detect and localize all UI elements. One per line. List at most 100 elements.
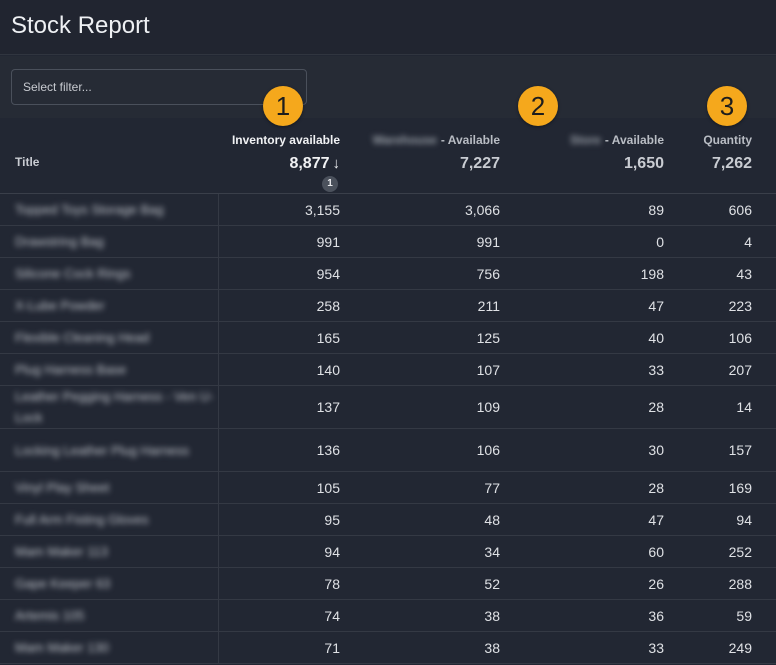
column-header-label: Quantity	[703, 133, 752, 147]
table-row[interactable]: Mam Maker 130 71 38 33 249	[0, 632, 776, 664]
cell-title[interactable]: Mam Maker 130	[0, 632, 219, 663]
cell-location-b-available: 47	[648, 297, 664, 314]
cell-inventory-available: 74	[324, 607, 340, 624]
cell-quantity: 223	[728, 297, 752, 314]
cell-title[interactable]: Leather Pegging Harness - Ven U-Lock	[0, 386, 219, 428]
cell-location-b-available: 60	[648, 543, 664, 560]
product-title: Gape Keeper 63	[15, 576, 111, 591]
column-header-location-a-available[interactable]: Warehouse - Available 7,227	[340, 133, 500, 173]
cell-inventory-available: 3,155	[304, 201, 340, 218]
cell-title[interactable]: Drawstring Bag	[0, 226, 219, 257]
product-title: Topped Toys Storage Bag	[15, 202, 164, 217]
cell-location-b-available: 40	[648, 329, 664, 346]
product-title: Flexible Cleaning Head	[15, 330, 150, 345]
annotation-badge-1: 1	[263, 86, 303, 126]
cell-inventory-available: 105	[316, 479, 340, 496]
column-header-location-b-available[interactable]: Store - Available 1,650	[500, 133, 664, 173]
cell-title[interactable]: Gape Keeper 63	[0, 568, 219, 599]
table-row[interactable]: Flexible Cleaning Head 165 125 40 106	[0, 322, 776, 354]
table-row[interactable]: Plug Harness Base 140 107 33 207	[0, 354, 776, 386]
cell-quantity: 252	[728, 543, 752, 560]
cell-quantity: 157	[728, 442, 752, 458]
cell-inventory-available: 140	[316, 361, 340, 378]
cell-location-a-available: 756	[476, 265, 500, 282]
sort-descending-icon: ↓	[332, 155, 341, 172]
cell-location-a-available: 106	[476, 442, 500, 458]
filter-select[interactable]: Select filter...	[11, 69, 307, 105]
cell-inventory-available: 136	[316, 442, 340, 458]
cell-inventory-available: 991	[316, 233, 340, 250]
product-title: Mam Maker 130	[15, 640, 109, 655]
cell-location-a-available: 52	[484, 575, 500, 592]
cell-location-b-available: 198	[640, 265, 664, 282]
column-header-quantity[interactable]: Quantity 7,262	[664, 133, 752, 173]
column-header-blurred-name: Store	[570, 133, 601, 147]
cell-location-b-available: 36	[648, 607, 664, 624]
cell-location-a-available: 77	[484, 479, 500, 496]
table-row[interactable]: Mam Maker 113 94 34 60 252	[0, 536, 776, 568]
column-header-label: Inventory available	[231, 133, 340, 147]
cell-quantity: 606	[728, 201, 752, 218]
product-title: Artemis 105	[15, 608, 85, 623]
cell-inventory-available: 78	[324, 575, 340, 592]
cell-inventory-available: 95	[324, 511, 340, 528]
table-row[interactable]: Vinyl Play Sheet 105 77 28 169	[0, 472, 776, 504]
cell-quantity: 249	[728, 639, 752, 656]
table-row[interactable]: Gape Keeper 63 78 52 26 288	[0, 568, 776, 600]
table-row[interactable]: Full Arm Fisting Gloves 95 48 47 94	[0, 504, 776, 536]
column-total: 7,227	[459, 155, 500, 172]
cell-location-a-available: 107	[476, 361, 500, 378]
table-row[interactable]: Topped Toys Storage Bag 3,155 3,066 89 606	[0, 194, 776, 226]
cell-location-b-available: 28	[648, 399, 664, 415]
table-row[interactable]: Leather Pegging Harness - Ven U-Lock 137 1…	[0, 386, 776, 429]
cell-location-b-available: 30	[648, 442, 664, 458]
cell-quantity: 106	[728, 329, 752, 346]
cell-location-b-available: 33	[648, 639, 664, 656]
cell-title[interactable]: Full Arm Fisting Gloves	[0, 504, 219, 535]
table-row[interactable]: Silicone Cock Rings 954 756 198 43	[0, 258, 776, 290]
cell-quantity: 288	[728, 575, 752, 592]
column-total: 1,650	[623, 155, 664, 172]
cell-title[interactable]: Artemis 105	[0, 600, 219, 631]
cell-location-a-available: 34	[484, 543, 500, 560]
cell-quantity: 59	[736, 607, 752, 624]
table-row[interactable]: Locking Leather Plug Harness 136 106 30 157	[0, 429, 776, 472]
cell-location-b-available: 28	[648, 479, 664, 496]
table-body: Topped Toys Storage Bag 3,155 3,066 89 606 Dr…	[0, 194, 776, 664]
cell-title[interactable]: Vinyl Play Sheet	[0, 472, 219, 503]
cell-title[interactable]: Locking Leather Plug Harness	[0, 429, 219, 471]
cell-inventory-available: 137	[316, 399, 340, 415]
annotation-badge-2: 2	[518, 86, 558, 126]
cell-location-a-available: 48	[484, 511, 500, 528]
column-header-inventory-available[interactable]: Inventory available 8,877 ↓	[220, 133, 340, 173]
cell-title[interactable]: Flexible Cleaning Head	[0, 322, 219, 353]
cell-quantity: 14	[736, 399, 752, 415]
product-title: Plug Harness Base	[15, 362, 127, 377]
cell-title[interactable]: Topped Toys Storage Bag	[0, 194, 219, 225]
cell-inventory-available: 954	[316, 265, 340, 282]
column-header-label: - Available	[440, 133, 500, 147]
cell-location-b-available: 26	[648, 575, 664, 592]
product-title: Locking Leather Plug Harness	[15, 442, 190, 458]
sort-order-badge: 1	[322, 176, 338, 192]
table-row[interactable]: Artemis 105 74 38 36 59	[0, 600, 776, 632]
cell-title[interactable]: Silicone Cock Rings	[0, 258, 219, 289]
cell-location-a-available: 991	[476, 233, 500, 250]
column-total: 8,877	[289, 155, 330, 172]
cell-quantity: 43	[736, 265, 752, 282]
cell-location-b-available: 0	[656, 233, 664, 250]
cell-title[interactable]: Plug Harness Base	[0, 354, 219, 385]
product-title: Leather Pegging Harness - Ven U-Lock	[15, 389, 214, 425]
table-row[interactable]: Drawstring Bag 991 991 0 4	[0, 226, 776, 258]
table-row[interactable]: X-Lube Powder 258 211 47 223	[0, 290, 776, 322]
cell-location-a-available: 38	[484, 639, 500, 656]
cell-location-b-available: 47	[648, 511, 664, 528]
cell-location-b-available: 33	[648, 361, 664, 378]
cell-title[interactable]: X-Lube Powder	[0, 290, 219, 321]
column-header-title[interactable]: Title	[15, 155, 40, 169]
cell-location-a-available: 3,066	[464, 201, 500, 218]
cell-title[interactable]: Mam Maker 113	[0, 536, 219, 567]
product-title: Vinyl Play Sheet	[15, 480, 110, 495]
column-header-blurred-name: Warehouse	[372, 133, 437, 147]
